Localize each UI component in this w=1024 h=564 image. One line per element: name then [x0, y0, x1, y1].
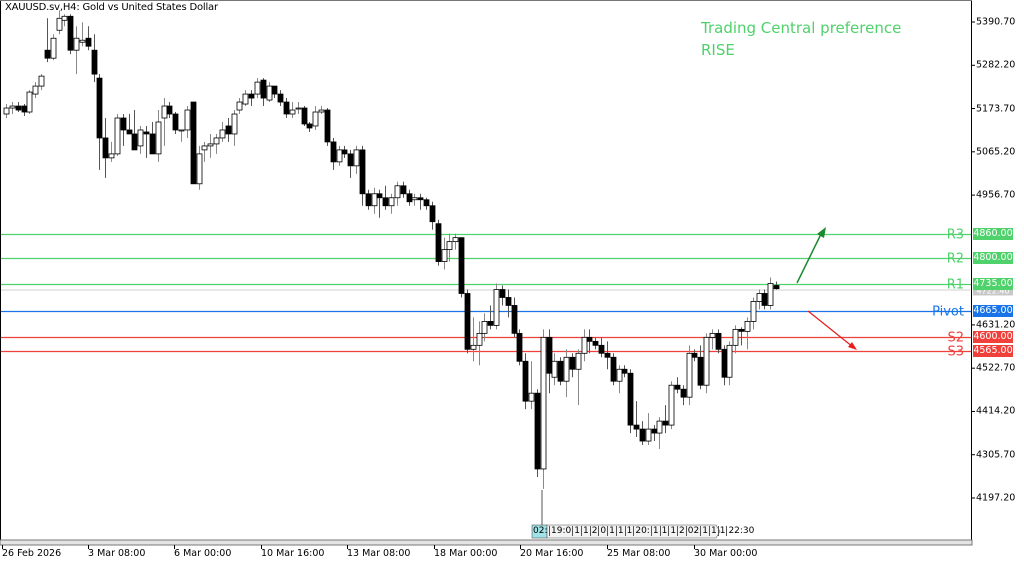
time-tick-label: 18 Mar 00:00 [434, 548, 498, 559]
price-tick-label: 4414.20 [976, 405, 1016, 417]
preference-label: Trading Central preference [701, 19, 902, 37]
time-bar-label: 19:0 [549, 526, 572, 536]
time-tick-label: 10 Mar 16:00 [261, 548, 325, 559]
time-bar-label: 20: [633, 526, 650, 536]
level-name-pivot: Pivot [932, 304, 964, 320]
price-tick-label: 5390.70 [976, 16, 1016, 28]
time-bar-label: 1 [615, 526, 624, 536]
time-bar-label: 1 [659, 526, 668, 536]
time-bar-label: 1 [708, 526, 717, 536]
level-price-tag-r1: 4735.00 [973, 278, 1013, 290]
time-tick-label: 26 Feb 2026 [2, 548, 62, 559]
price-tick-label: 5173.70 [976, 103, 1016, 115]
price-tick-marks [971, 21, 975, 499]
price-tick-label: 4197.20 [976, 492, 1016, 504]
price-tick-label: 5282.20 [976, 59, 1016, 71]
time-bar-label: 1 [650, 526, 659, 536]
time-bar-label: 02 [685, 526, 700, 536]
time-tick-label: 25 Mar 08:00 [607, 548, 671, 559]
time-bar-label: 2 [677, 526, 685, 536]
horizontal-scrollbar[interactable] [0, 539, 973, 546]
current-price-tag: 4722.40 [973, 286, 1013, 296]
time-tick-label: 6 Mar 00:00 [174, 548, 232, 559]
price-tick-label: 4522.70 [976, 362, 1016, 374]
time-tick-label: 3 Mar 08:00 [88, 548, 146, 559]
time-bar-label: 1 [700, 526, 708, 536]
level-price-tag-r2: 4800.00 [973, 252, 1013, 264]
level-price-tag-s3: 4565.00 [973, 345, 1013, 357]
time-tick-label: 13 Mar 08:00 [347, 548, 411, 559]
time-bar-label: 1 [580, 526, 589, 536]
level-price-tag-pivot: 4665.00 [973, 305, 1013, 317]
level-name-r2: R2 [946, 251, 964, 267]
level-name-s2: S2 [947, 330, 964, 346]
level-lines [0, 233, 972, 353]
price-tick-label: 4305.70 [976, 449, 1016, 461]
level-name-r3: R3 [946, 227, 964, 243]
arrow-up-icon [796, 227, 826, 284]
level-price-tag-r3: 4860.00 [973, 228, 1013, 240]
price-tick-label: 4956.70 [976, 189, 1016, 201]
level-price-tag-s2: 4600.00 [973, 331, 1013, 343]
preference-value: RISE [701, 41, 735, 59]
time-tick-label: 30 Mar 00:00 [694, 548, 758, 559]
time-bar-label: 1 [607, 526, 615, 536]
price-tick-label: 5065.20 [976, 146, 1016, 158]
time-bar-label: 22:30 [726, 526, 755, 536]
price-tick-label: 4631.20 [976, 319, 1016, 331]
time-bar-labels: 19:0 1 1 2 0 1 1 1 20: 1 1 1 2 02 1 1 1 22:30 [549, 526, 755, 536]
candlesticks [3, 10, 780, 489]
arrow-down-icon [807, 310, 857, 350]
time-tick-marks [2, 545, 695, 549]
time-bar-label: 1 [668, 526, 677, 536]
trading-central-preference: Trading Central preference RISE [701, 17, 901, 61]
level-name-s3: S3 [947, 344, 964, 360]
chart-title: XAUUSD.sv,H4: Gold vs United States Doll… [5, 2, 218, 13]
time-marker-label: 02: [533, 526, 548, 536]
time-bar-label: 2 [589, 526, 598, 536]
time-bar-label: 1 [624, 526, 633, 536]
level-name-r1: R1 [946, 277, 964, 293]
time-bar-label: 0 [598, 526, 607, 536]
time-tick-label: 20 Mar 16:00 [520, 548, 584, 559]
time-bar-label: 1 [572, 526, 580, 536]
time-bar-label: 1 [717, 526, 726, 536]
